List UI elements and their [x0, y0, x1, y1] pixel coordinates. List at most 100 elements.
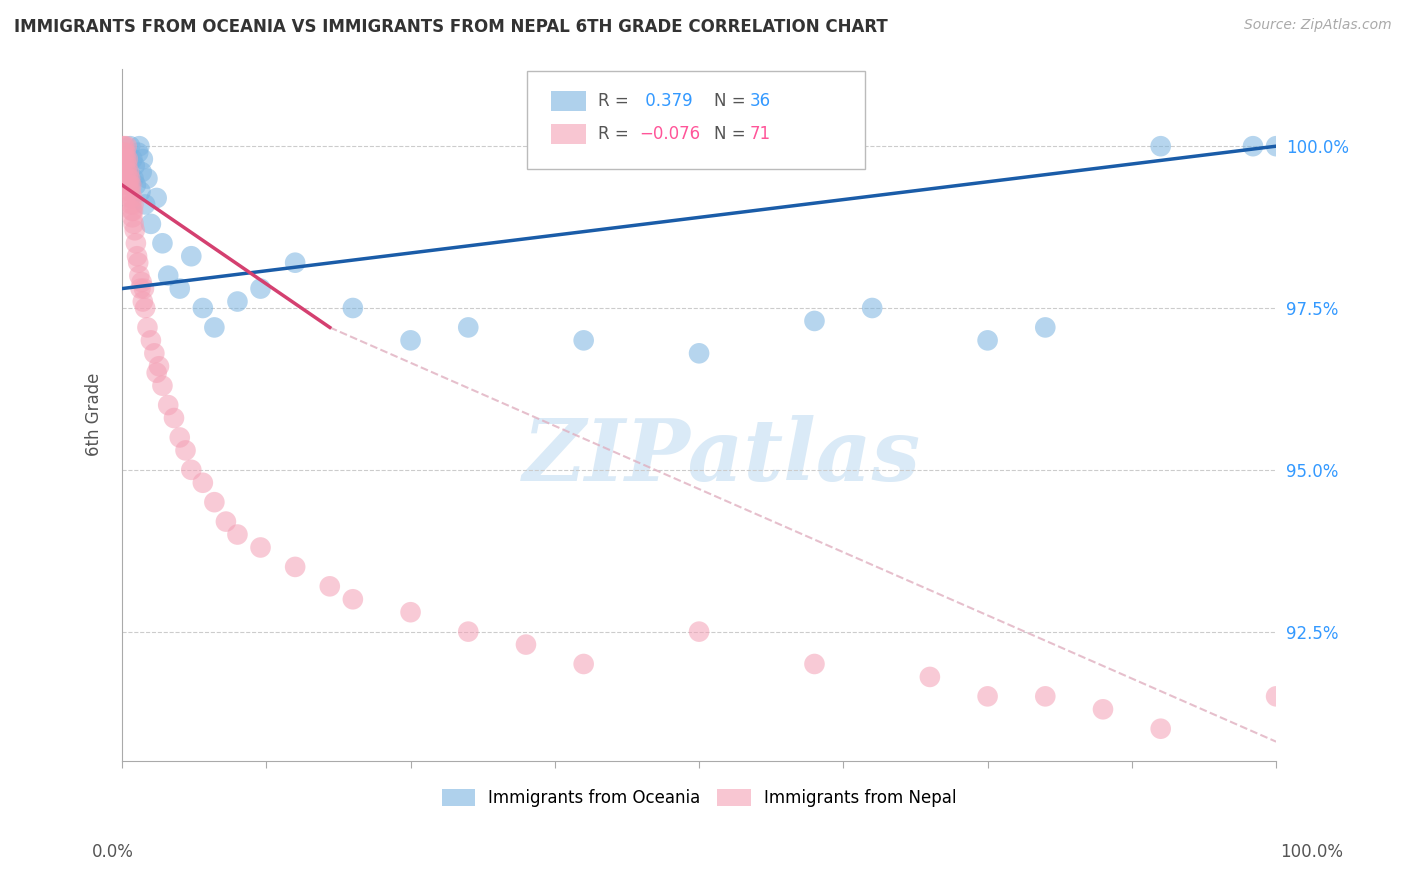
Point	[112, 139, 135, 153]
Point	[572, 334, 595, 348]
Point	[157, 268, 180, 283]
Point	[191, 475, 214, 490]
Text: ZIPatlas: ZIPatlas	[523, 415, 921, 499]
Point	[134, 197, 156, 211]
Point	[152, 236, 174, 251]
Text: −0.076: −0.076	[640, 125, 700, 143]
Point	[342, 592, 364, 607]
Point	[226, 527, 249, 541]
Point	[121, 152, 143, 166]
Point	[122, 203, 145, 218]
Point	[120, 171, 142, 186]
Point	[122, 171, 145, 186]
Point	[112, 139, 135, 153]
Point	[117, 159, 139, 173]
Point	[115, 152, 138, 166]
Point	[132, 152, 155, 166]
Point	[131, 275, 153, 289]
Point	[125, 249, 148, 263]
Point	[976, 690, 998, 704]
Point	[918, 670, 941, 684]
Point	[120, 139, 142, 153]
Point	[125, 178, 148, 192]
Point	[125, 236, 148, 251]
Point	[118, 185, 141, 199]
Point	[139, 217, 162, 231]
Point	[115, 165, 138, 179]
Point	[572, 657, 595, 671]
Point	[128, 268, 150, 283]
Point	[1033, 320, 1056, 334]
Point	[457, 624, 479, 639]
Point	[1265, 139, 1288, 153]
Text: R =: R =	[598, 125, 634, 143]
Point	[120, 185, 142, 199]
Text: Source: ZipAtlas.com: Source: ZipAtlas.com	[1244, 18, 1392, 32]
Point	[191, 301, 214, 315]
Point	[688, 346, 710, 360]
Text: N =: N =	[714, 92, 751, 110]
Text: 0.379: 0.379	[640, 92, 692, 110]
Point	[139, 334, 162, 348]
Point	[145, 366, 167, 380]
Text: 0.0%: 0.0%	[91, 843, 134, 861]
Point	[1150, 722, 1173, 736]
Point	[112, 145, 135, 160]
Point	[1033, 690, 1056, 704]
Point	[860, 301, 883, 315]
Point	[157, 398, 180, 412]
Point	[132, 294, 155, 309]
Point	[120, 197, 142, 211]
Point	[128, 139, 150, 153]
Point	[1150, 139, 1173, 153]
Point	[114, 159, 136, 173]
Point	[114, 145, 136, 160]
Point	[131, 165, 153, 179]
Text: N =: N =	[714, 125, 751, 143]
Point	[134, 301, 156, 315]
Point	[143, 346, 166, 360]
Point	[145, 191, 167, 205]
Point	[118, 165, 141, 179]
Point	[284, 560, 307, 574]
Point	[122, 197, 145, 211]
Point	[169, 282, 191, 296]
Point	[152, 378, 174, 392]
Point	[112, 152, 135, 166]
Point	[129, 185, 152, 199]
Point	[976, 334, 998, 348]
Text: IMMIGRANTS FROM OCEANIA VS IMMIGRANTS FROM NEPAL 6TH GRADE CORRELATION CHART: IMMIGRANTS FROM OCEANIA VS IMMIGRANTS FR…	[14, 18, 887, 36]
Point	[121, 203, 143, 218]
Text: 71: 71	[749, 125, 770, 143]
Point	[342, 301, 364, 315]
Point	[114, 171, 136, 186]
Point	[399, 605, 422, 619]
Point	[1241, 139, 1264, 153]
Point	[284, 256, 307, 270]
Point	[148, 359, 170, 374]
Point	[115, 139, 138, 153]
Point	[163, 411, 186, 425]
Y-axis label: 6th Grade: 6th Grade	[86, 373, 103, 457]
Point	[132, 282, 155, 296]
Point	[120, 178, 142, 192]
Point	[117, 178, 139, 192]
Point	[174, 443, 197, 458]
Point	[803, 657, 825, 671]
Point	[180, 463, 202, 477]
Point	[215, 515, 238, 529]
Point	[129, 282, 152, 296]
Point	[803, 314, 825, 328]
Point	[180, 249, 202, 263]
Point	[136, 320, 159, 334]
Point	[117, 171, 139, 186]
Point	[118, 178, 141, 192]
Point	[1265, 690, 1288, 704]
Point	[319, 579, 342, 593]
Point	[399, 334, 422, 348]
Point	[124, 223, 146, 237]
Point	[202, 320, 225, 334]
Point	[121, 211, 143, 225]
Point	[202, 495, 225, 509]
Point	[688, 624, 710, 639]
